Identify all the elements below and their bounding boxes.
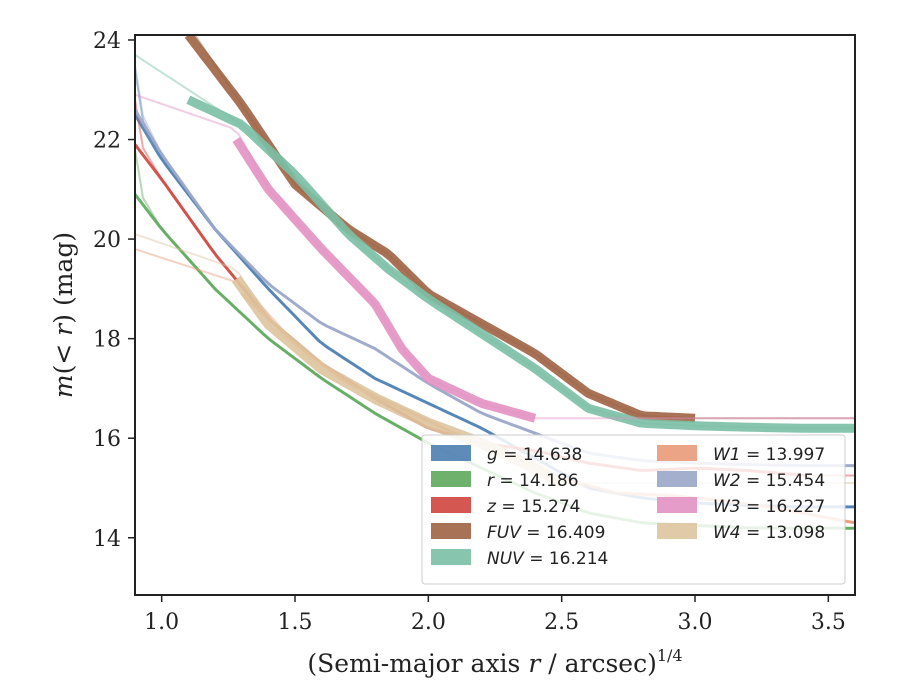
legend-value: = 15.274 bbox=[496, 497, 581, 517]
y-tick-label: 20 bbox=[93, 228, 121, 253]
legend-label: W2 = 15.454 bbox=[713, 471, 825, 491]
legend-value: = 16.214 bbox=[524, 549, 609, 569]
y-tick-label: 22 bbox=[93, 129, 121, 154]
x-tick-label: 2.5 bbox=[544, 610, 579, 635]
x-axis-label: (Semi-major axis r / arcsec)1/4 bbox=[307, 646, 682, 678]
legend-swatch bbox=[657, 497, 697, 513]
legend-symbol: W1 bbox=[713, 445, 741, 465]
plot-frame bbox=[134, 34, 856, 596]
legend-symbol: W3 bbox=[713, 497, 741, 517]
y-axis-label-close: ) bbox=[49, 314, 78, 324]
legend-label: FUV = 16.409 bbox=[487, 523, 605, 543]
legend-swatch bbox=[431, 445, 471, 461]
legend-swatch bbox=[431, 497, 471, 513]
x-tick-label: 3.5 bbox=[811, 610, 846, 635]
legend-swatch bbox=[657, 471, 697, 487]
x-axis-label-pre: (Semi-major axis bbox=[307, 649, 528, 678]
legend-symbol: FUV bbox=[487, 523, 522, 543]
x-axis: 1.0 1.5 2.0 2.5 3.0 3.5 bbox=[144, 595, 846, 635]
legend-symbol: r bbox=[487, 471, 495, 491]
legend-frame bbox=[421, 434, 846, 585]
legend-symbol: NUV bbox=[487, 549, 525, 569]
x-tick-label: 1.0 bbox=[144, 610, 179, 635]
legend-value: = 15.454 bbox=[741, 471, 826, 491]
x-tick-label: 2.0 bbox=[411, 610, 446, 635]
series-line-nuv bbox=[186, 95, 855, 433]
legend-swatch bbox=[431, 523, 471, 539]
legend-swatch bbox=[657, 523, 697, 539]
legend-value: = 14.638 bbox=[498, 445, 583, 465]
legend-symbol: z bbox=[486, 497, 497, 517]
legend-symbol: W2 bbox=[713, 471, 741, 491]
legend-symbol: g bbox=[487, 445, 498, 465]
y-axis-label-lt: < bbox=[49, 336, 78, 365]
y-tick-label: 14 bbox=[93, 527, 121, 552]
y-tick-label: 16 bbox=[93, 427, 121, 452]
x-axis-label-exponent: 1/4 bbox=[657, 646, 683, 665]
y-axis-label-unit: (mag) bbox=[49, 232, 78, 314]
legend-value: = 14.186 bbox=[494, 471, 579, 491]
y-axis-label: m(< r) (mag) bbox=[49, 232, 78, 398]
legend-label: z = 15.274 bbox=[486, 497, 580, 517]
y-axis-label-m: m bbox=[49, 374, 78, 398]
legend-swatch bbox=[431, 549, 471, 565]
x-axis-label-post: / arcsec) bbox=[540, 649, 657, 678]
y-tick-label: 18 bbox=[93, 328, 121, 353]
legend-label: r = 14.186 bbox=[487, 471, 579, 491]
y-axis-label-r: r bbox=[49, 322, 78, 336]
legend-label: W4 = 13.098 bbox=[713, 523, 825, 543]
legend-label: g = 14.638 bbox=[487, 445, 582, 465]
x-tick-label: 1.5 bbox=[278, 610, 313, 635]
legend-label: W3 = 16.227 bbox=[713, 497, 825, 517]
x-axis-label-var: r bbox=[528, 649, 542, 678]
legend-value: = 13.098 bbox=[741, 523, 826, 543]
x-tick-label: 3.0 bbox=[678, 610, 713, 635]
legend-symbol: W4 bbox=[713, 523, 741, 543]
y-tick-label: 24 bbox=[93, 29, 121, 54]
legend-label: NUV = 16.214 bbox=[487, 549, 608, 569]
legend-value: = 16.409 bbox=[521, 523, 606, 543]
series-line-w3 bbox=[232, 137, 537, 423]
legend-value: = 16.227 bbox=[741, 497, 826, 517]
y-axis: 14 16 18 20 22 24 bbox=[93, 29, 135, 552]
y-axis-label-open: ( bbox=[49, 365, 78, 375]
legend-label: W1 = 13.997 bbox=[713, 445, 825, 465]
legend-swatch bbox=[431, 471, 471, 487]
legend-value: = 13.997 bbox=[741, 445, 826, 465]
legend-swatch bbox=[657, 445, 697, 461]
